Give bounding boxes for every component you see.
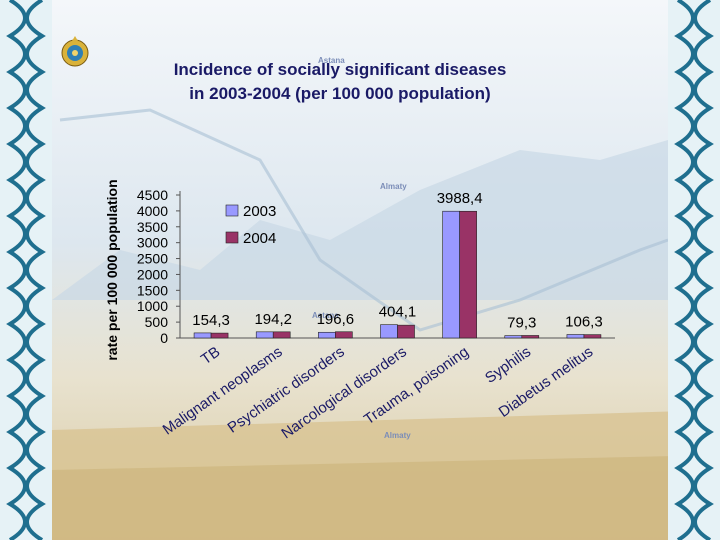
title-line-1: Incidence of socially significant diseas… [173,60,507,79]
y-axis-title: rate per 100 000 population [104,179,120,360]
ornamental-border-right [668,0,720,540]
bar-2004-5 [459,210,477,339]
y-tick-label: 2500 [137,251,168,267]
map-label: Almaty [380,182,407,191]
bar-2003-5 [442,210,460,339]
title-line-2: in 2003-2004 (per 100 000 population) [189,84,491,103]
bar-2004-1 [210,332,229,339]
data-label: 196,6 [317,311,355,328]
bar-2003-2 [255,331,274,339]
bar-2004-4 [397,324,415,339]
data-label: 106,3 [565,314,603,331]
category-label: TB [198,343,223,368]
bar-2004-3 [335,331,353,339]
ornamental-border-left [0,0,52,540]
y-tick-label: 1500 [137,282,168,298]
category-label: Syphilis [482,343,534,387]
map-label: Almaty [384,431,411,440]
bar-2003-7 [566,334,585,339]
bar-2004-6 [521,335,540,339]
kazakhstan-emblem-icon [61,36,89,67]
legend-swatch-2004 [225,231,239,244]
y-tick-label: 3500 [137,219,168,235]
data-label: 154,3 [192,312,230,329]
map-label: Astana [312,311,339,320]
category-label: Trauma, poisoning [361,343,472,428]
bar-2003-3 [318,331,336,339]
data-label: 79,3 [507,314,536,331]
y-tick-label: 500 [145,314,169,330]
y-tick-label: 2000 [137,266,168,282]
y-tick-label: 1000 [137,298,168,314]
y-tick-label: 4000 [137,203,168,219]
bar-2003-6 [504,335,523,339]
legend-label: 2004 [243,230,276,247]
map-label: Astana [318,56,345,65]
bar-2004-2 [272,331,291,339]
bar-2004-7 [583,334,602,339]
bar-2003-4 [380,324,398,339]
slide-title: Incidence of socially significant diseas… [100,58,580,106]
data-label: 194,2 [254,311,292,328]
legend-label: 2003 [243,203,276,220]
legend-swatch-2003 [225,204,239,217]
data-label: 404,1 [379,304,417,321]
y-tick-label: 3000 [137,235,168,251]
bar-2003-1 [193,332,212,339]
data-label: 3988,4 [437,190,483,207]
y-tick-label: 4500 [137,187,168,203]
y-tick-label: 0 [160,330,168,346]
